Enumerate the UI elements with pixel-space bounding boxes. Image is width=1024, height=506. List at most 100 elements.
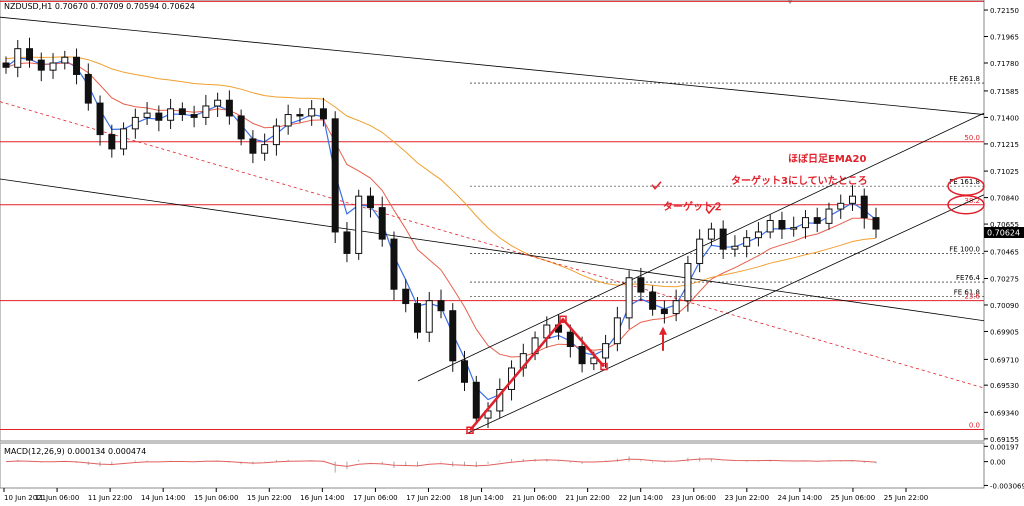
x-tick-label: 23 Jun 06:00 <box>672 494 716 502</box>
level-label: 23.6 <box>964 293 980 301</box>
candle-body <box>566 331 574 348</box>
candle-body <box>343 231 351 254</box>
y-tick-label: 0.72150 <box>990 7 1019 15</box>
macd-label: MACD(12,26,9) 0.000134 0.000474 <box>4 447 146 456</box>
candle-body <box>637 277 645 293</box>
macd-signal-line <box>5 458 877 467</box>
y-tick-label: 0.71025 <box>990 168 1019 176</box>
level-label: FE76.4 <box>956 274 981 282</box>
annotation-target2: ターゲット２ <box>663 200 723 213</box>
current-price-box <box>984 227 1024 238</box>
arrow-head-icon <box>659 326 667 335</box>
current-price-label: 0.70624 <box>987 229 1020 238</box>
check-icon <box>705 205 716 215</box>
candle-body <box>225 99 233 117</box>
candle-body <box>602 343 610 359</box>
y-tick-label: 0.71965 <box>990 34 1019 42</box>
y-tick-label: 0.70090 <box>990 302 1019 310</box>
candle-body <box>413 303 421 333</box>
candle-body <box>14 48 22 68</box>
symbol-info: NZDUSD,H1 0.70670 0.70709 0.70594 0.7062… <box>4 2 195 11</box>
x-tick-label: 25 Jun 06:00 <box>831 494 875 502</box>
candle-body <box>625 277 633 319</box>
candle-body <box>249 138 257 154</box>
candle-body <box>355 195 363 254</box>
level-label: 76.4 <box>964 0 980 1</box>
x-tick-label: 15 Jun 06:00 <box>194 494 238 502</box>
y-tick-label: 0.71400 <box>990 114 1019 122</box>
candle-body <box>731 245 739 250</box>
candle-body <box>684 262 692 302</box>
y-tick-label: 0.71585 <box>990 88 1019 96</box>
candle-body <box>108 134 116 150</box>
candle-body <box>461 360 469 383</box>
candle-body <box>813 217 821 224</box>
price-axis: 0.72150 0.71965 0.71780 0.71585 0.71400 0.712… <box>984 7 1019 444</box>
candle-body <box>378 207 386 240</box>
candle-body <box>872 217 880 230</box>
x-tick-label: 17 Jun 22:00 <box>406 494 450 502</box>
candle-body <box>272 125 280 146</box>
candle-body <box>590 357 598 365</box>
candle-body <box>837 202 845 210</box>
level-label: FE 261.8 <box>949 75 980 83</box>
candle-body <box>754 231 762 239</box>
channel-lower-trendline <box>0 178 985 322</box>
x-tick-label: 11 Jun 06:00 <box>35 494 79 502</box>
level382-highlight-ellipse <box>947 195 985 215</box>
candle-body <box>155 112 163 121</box>
candle-body <box>26 48 34 61</box>
candle-body <box>696 238 704 264</box>
x-tick-label: 17 Jun 06:00 <box>353 494 397 502</box>
candle-body <box>167 108 175 121</box>
x-tick-label: 11 Jun 22:00 <box>88 494 132 502</box>
candle-body <box>178 108 186 116</box>
ema-mid-line <box>5 62 877 358</box>
level-label: 38.2 <box>964 197 980 205</box>
level-label: FE 161.8 <box>949 178 980 186</box>
x-tick-label: 25 Jun 22:00 <box>884 494 928 502</box>
x-tick-label: 15 Jun 22:00 <box>247 494 291 502</box>
candle-body <box>96 102 104 136</box>
candle-body <box>366 195 374 209</box>
candle-body <box>578 346 586 365</box>
zigzag-point <box>600 362 608 371</box>
macd-plot-frame <box>0 442 985 489</box>
candle-body <box>660 308 668 315</box>
candle-body <box>237 115 245 140</box>
candle-body <box>766 220 774 233</box>
macd-tick-label: 0.00197 <box>990 443 1019 451</box>
check-icon <box>651 181 662 190</box>
y-tick-label: 0.69530 <box>990 382 1019 390</box>
candle-body <box>613 317 621 345</box>
trendlines <box>0 16 985 435</box>
candle-body <box>790 227 798 230</box>
candle-body <box>672 300 680 315</box>
candle-body <box>390 238 398 290</box>
y-tick-label: 0.71215 <box>990 141 1019 149</box>
x-tick-label: 18 Jun 14:00 <box>459 494 503 502</box>
candle-body <box>437 300 445 312</box>
y-tick-label: 0.70465 <box>990 248 1019 256</box>
ema-slow-line <box>5 56 877 288</box>
x-tick-label: 23 Jun 22:00 <box>725 494 769 502</box>
candle-body <box>402 288 410 305</box>
candle-body <box>801 217 809 229</box>
candle-body <box>202 105 210 118</box>
zigzag-point <box>466 426 474 435</box>
y-tick-label: 0.69710 <box>990 356 1019 364</box>
annotation-ema20: ほぼ日足EMA20 <box>788 152 866 165</box>
candle-body <box>190 114 198 118</box>
zigzag-line <box>469 317 605 432</box>
candle-body <box>331 118 339 233</box>
candle-body <box>449 310 457 362</box>
macd-tick-label: 0.00 <box>990 459 1006 467</box>
y-tick-label: 0.70275 <box>990 275 1019 283</box>
candle-body <box>37 59 45 71</box>
x-tick-label: 10 Jun 2021 <box>4 494 46 502</box>
candle-body <box>825 208 833 224</box>
x-tick-label: 21 Jun 22:00 <box>565 494 609 502</box>
candle-body <box>719 228 727 250</box>
